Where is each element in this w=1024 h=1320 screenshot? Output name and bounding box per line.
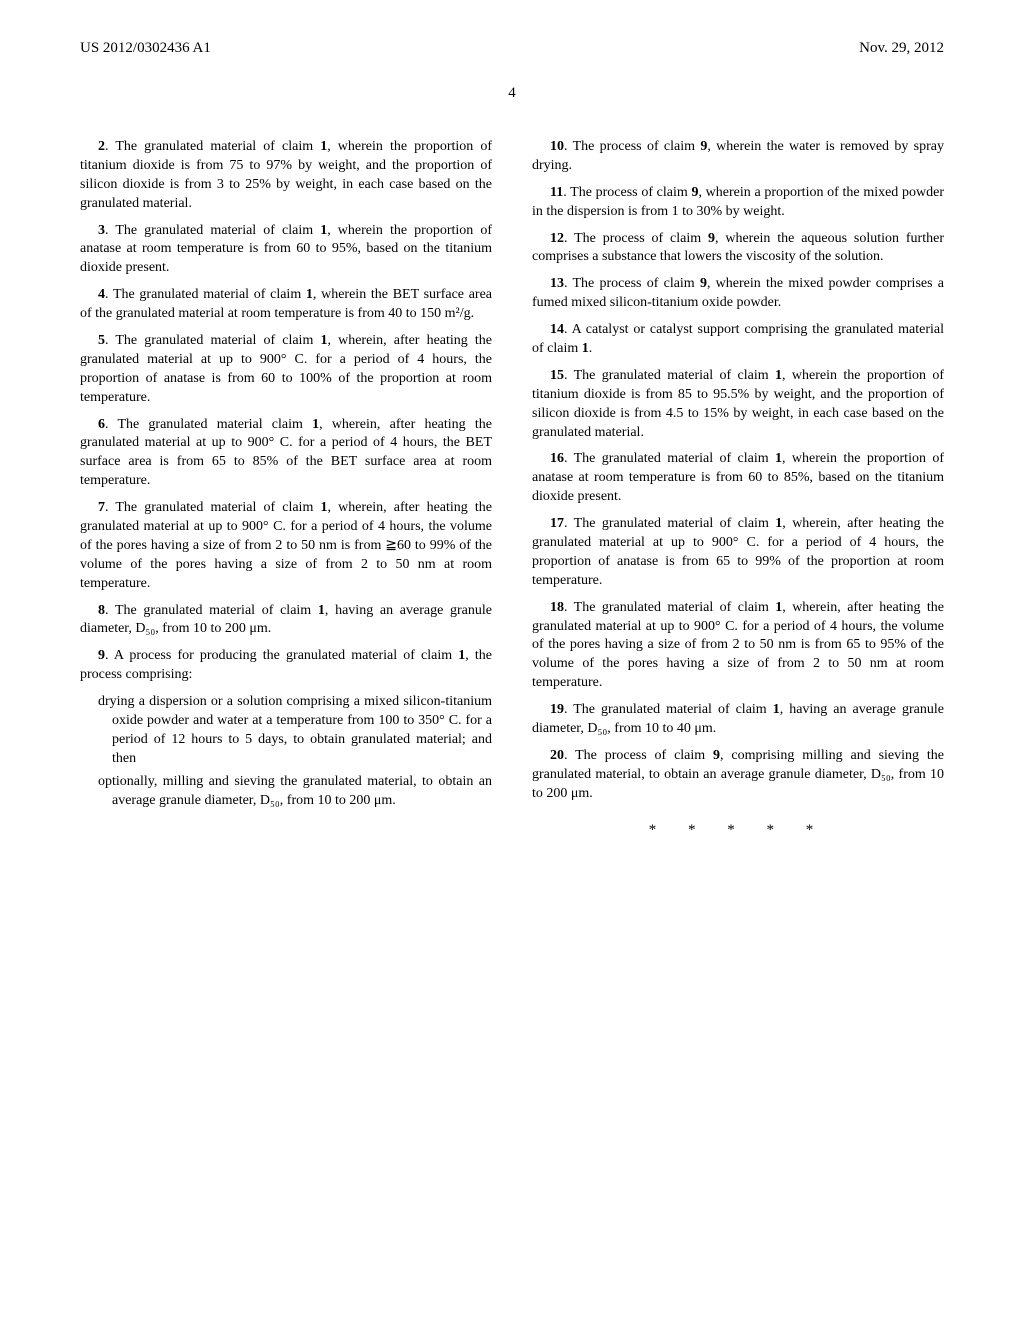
claim-9-subpart: optionally, milling and sieving the gran…	[80, 773, 492, 811]
claim-7: 7. The granulated material of claim 1, w…	[80, 499, 492, 593]
claim-16: 16. The granulated material of claim 1, …	[532, 450, 944, 507]
claim-17: 17. The granulated material of claim 1, …	[532, 515, 944, 591]
claim-number: 4	[98, 287, 105, 302]
claim-number: 15	[550, 368, 564, 383]
claim-6: 6. The granulated material claim 1, wher…	[80, 416, 492, 492]
page-header: US 2012/0302436 A1 Nov. 29, 2012	[80, 40, 944, 57]
claim-14: 14. A catalyst or catalyst support compr…	[532, 321, 944, 359]
claim-13: 13. The process of claim 9, wherein the …	[532, 275, 944, 313]
claim-3: 3. The granulated material of claim 1, w…	[80, 222, 492, 279]
right-column: 10. The process of claim 9, wherein the …	[532, 138, 944, 839]
publication-number: US 2012/0302436 A1	[80, 40, 211, 57]
claim-number: 14	[550, 322, 564, 337]
claim-number: 13	[550, 276, 564, 291]
claim-number: 12	[550, 231, 564, 246]
content-columns: 2. The granulated material of claim 1, w…	[80, 138, 944, 839]
claim-19: 19. The granulated material of claim 1, …	[532, 701, 944, 739]
claim-number: 7	[98, 500, 105, 515]
end-marker: * * * * *	[532, 822, 944, 839]
publication-date: Nov. 29, 2012	[859, 40, 944, 57]
claim-number: 16	[550, 451, 564, 466]
claim-number: 20	[550, 748, 564, 763]
claim-20: 20. The process of claim 9, comprising m…	[532, 747, 944, 804]
claim-number: 2	[98, 139, 105, 154]
claim-number: 8	[98, 603, 105, 618]
claim-number: 18	[550, 600, 564, 615]
claim-9: 9. A process for producing the granulate…	[80, 647, 492, 685]
claim-number: 9	[98, 648, 105, 663]
left-column: 2. The granulated material of claim 1, w…	[80, 138, 492, 839]
claim-8: 8. The granulated material of claim 1, h…	[80, 602, 492, 640]
claim-2: 2. The granulated material of claim 1, w…	[80, 138, 492, 214]
claim-number: 3	[98, 223, 105, 238]
claim-12: 12. The process of claim 9, wherein the …	[532, 230, 944, 268]
claim-number: 11	[550, 185, 563, 200]
claim-11: 11. The process of claim 9, wherein a pr…	[532, 184, 944, 222]
claim-15: 15. The granulated material of claim 1, …	[532, 367, 944, 443]
claim-number: 6	[98, 417, 105, 432]
claim-number: 17	[550, 516, 564, 531]
claim-4: 4. The granulated material of claim 1, w…	[80, 286, 492, 324]
claim-number: 10	[550, 139, 564, 154]
page-number: 4	[80, 85, 944, 102]
claim-number: 19	[550, 702, 564, 717]
claim-5: 5. The granulated material of claim 1, w…	[80, 332, 492, 408]
claim-10: 10. The process of claim 9, wherein the …	[532, 138, 944, 176]
claim-number: 5	[98, 333, 105, 348]
claim-18: 18. The granulated material of claim 1, …	[532, 599, 944, 693]
claim-9-subpart: drying a dispersion or a solution compri…	[80, 693, 492, 769]
